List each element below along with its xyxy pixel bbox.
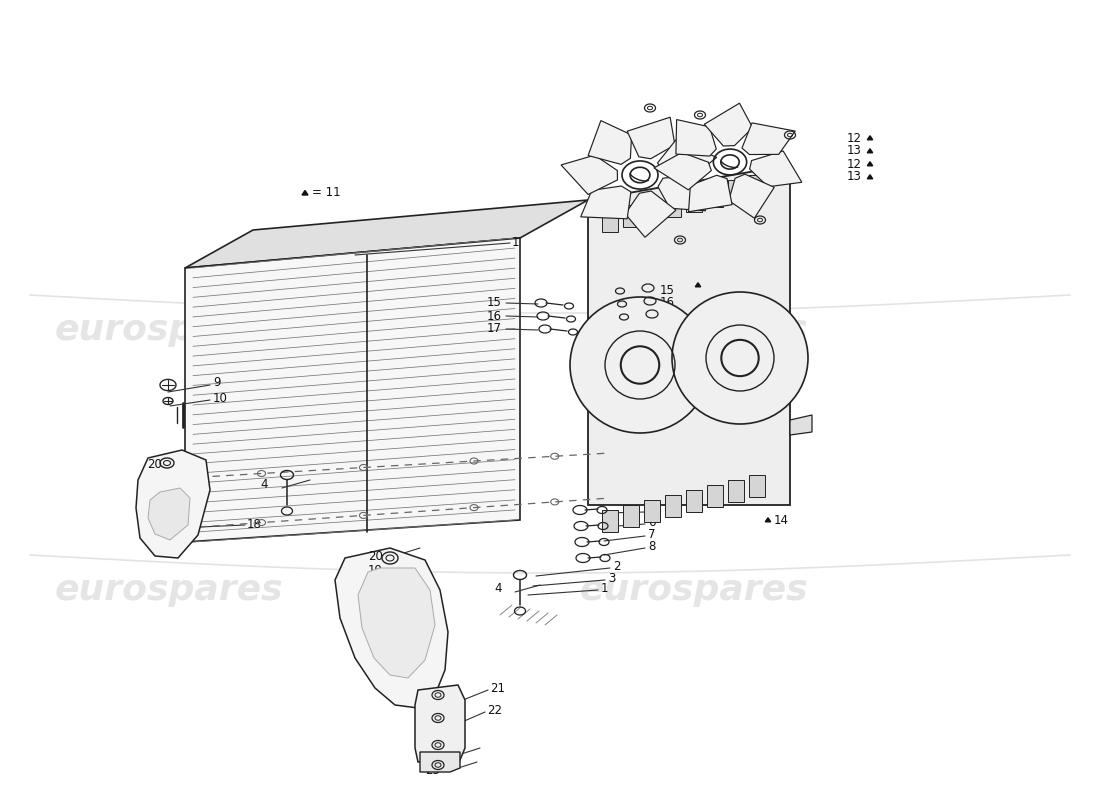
Polygon shape xyxy=(623,370,639,392)
Polygon shape xyxy=(867,136,872,140)
Text: 13: 13 xyxy=(847,170,862,183)
Text: 23: 23 xyxy=(425,765,440,778)
Polygon shape xyxy=(653,153,712,190)
Polygon shape xyxy=(749,175,764,197)
Polygon shape xyxy=(420,752,460,772)
Polygon shape xyxy=(790,415,812,435)
Polygon shape xyxy=(686,190,702,212)
Text: 17: 17 xyxy=(487,322,502,335)
Text: 6: 6 xyxy=(648,517,656,530)
Polygon shape xyxy=(644,365,660,387)
Polygon shape xyxy=(695,282,701,286)
Polygon shape xyxy=(588,165,790,505)
Text: 17: 17 xyxy=(660,310,675,322)
Text: eurospares: eurospares xyxy=(580,573,808,607)
Ellipse shape xyxy=(672,292,808,424)
Polygon shape xyxy=(867,174,872,178)
Polygon shape xyxy=(658,175,705,210)
Text: 15: 15 xyxy=(660,283,675,297)
Text: eurospares: eurospares xyxy=(55,573,284,607)
Text: 19: 19 xyxy=(368,563,383,577)
Polygon shape xyxy=(602,210,618,232)
Text: 22: 22 xyxy=(425,751,440,765)
Polygon shape xyxy=(415,685,465,762)
Polygon shape xyxy=(623,205,639,227)
Ellipse shape xyxy=(570,297,710,433)
Text: 10: 10 xyxy=(213,391,228,405)
Text: 21: 21 xyxy=(490,682,505,694)
Polygon shape xyxy=(729,174,774,218)
Polygon shape xyxy=(581,186,631,219)
Text: 22: 22 xyxy=(487,703,502,717)
Polygon shape xyxy=(666,360,681,382)
Text: 5: 5 xyxy=(648,505,656,518)
Text: 20: 20 xyxy=(147,458,162,471)
Text: 2: 2 xyxy=(613,561,620,574)
Text: 12: 12 xyxy=(847,131,862,145)
Polygon shape xyxy=(675,119,716,156)
Text: 12: 12 xyxy=(847,158,862,170)
Polygon shape xyxy=(728,180,744,202)
Polygon shape xyxy=(686,355,702,377)
Polygon shape xyxy=(666,495,681,517)
Polygon shape xyxy=(704,103,752,146)
Text: 18: 18 xyxy=(248,518,262,530)
Polygon shape xyxy=(358,568,434,678)
Polygon shape xyxy=(728,480,744,502)
Polygon shape xyxy=(136,450,210,558)
Polygon shape xyxy=(336,548,448,708)
Polygon shape xyxy=(728,345,744,367)
Polygon shape xyxy=(707,350,723,372)
Polygon shape xyxy=(148,488,190,540)
Text: 1: 1 xyxy=(601,582,608,595)
Text: 3: 3 xyxy=(608,573,615,586)
Polygon shape xyxy=(707,485,723,507)
Text: 7: 7 xyxy=(648,529,656,542)
Text: 8: 8 xyxy=(648,541,656,554)
Polygon shape xyxy=(561,155,617,194)
Polygon shape xyxy=(627,118,675,158)
Polygon shape xyxy=(749,475,764,497)
Polygon shape xyxy=(689,175,733,212)
Polygon shape xyxy=(658,140,717,178)
Polygon shape xyxy=(666,195,681,217)
Polygon shape xyxy=(625,191,675,238)
Text: 9: 9 xyxy=(213,377,220,390)
Text: 13: 13 xyxy=(847,145,862,158)
Text: 4: 4 xyxy=(495,582,502,595)
Polygon shape xyxy=(588,121,631,164)
Text: eurospares: eurospares xyxy=(580,313,808,347)
Polygon shape xyxy=(867,149,872,153)
Text: 4: 4 xyxy=(261,478,268,490)
Text: 16: 16 xyxy=(487,310,502,322)
Polygon shape xyxy=(302,190,308,195)
Text: 15: 15 xyxy=(487,297,502,310)
Polygon shape xyxy=(644,500,660,522)
Text: eurospares: eurospares xyxy=(55,313,284,347)
Polygon shape xyxy=(867,162,872,166)
Polygon shape xyxy=(749,151,802,186)
Polygon shape xyxy=(766,518,771,522)
Polygon shape xyxy=(644,200,660,222)
Text: 16: 16 xyxy=(660,297,675,310)
Polygon shape xyxy=(707,185,723,207)
Text: = 11: = 11 xyxy=(312,186,341,199)
Polygon shape xyxy=(602,510,618,532)
Polygon shape xyxy=(742,123,795,154)
Polygon shape xyxy=(623,505,639,527)
Polygon shape xyxy=(749,340,764,362)
Polygon shape xyxy=(686,490,702,512)
Polygon shape xyxy=(602,375,618,397)
Text: 20: 20 xyxy=(368,550,383,563)
Polygon shape xyxy=(185,238,520,542)
Text: 14: 14 xyxy=(774,514,789,526)
Polygon shape xyxy=(185,200,588,268)
Text: 1: 1 xyxy=(512,235,519,249)
